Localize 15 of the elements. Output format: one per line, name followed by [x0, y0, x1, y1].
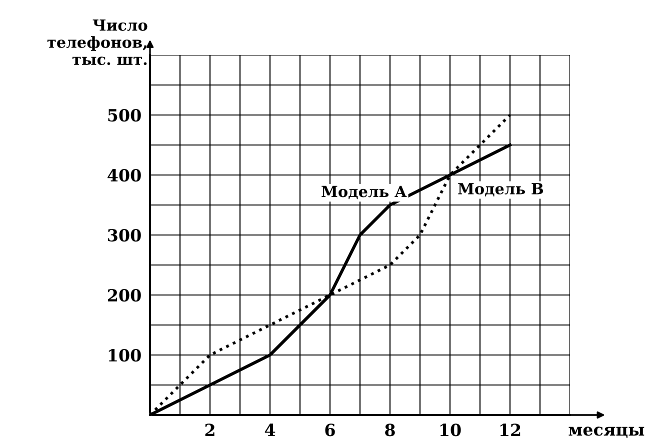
- y-tick-label: 500: [108, 108, 141, 122]
- y-tick-label: 200: [108, 288, 141, 302]
- x-tick-label: 8: [385, 424, 395, 436]
- series-label: Модель В: [458, 183, 544, 196]
- series-label: Модель А: [322, 186, 407, 200]
- x-tick-label: 4: [264, 424, 276, 436]
- x-tick-label: 12: [500, 424, 520, 436]
- y-axis-title: Число телефонов, тыс. шт.: [47, 19, 148, 66]
- x-tick-label: 6: [325, 424, 335, 436]
- x-tick-label: 2: [205, 424, 214, 436]
- y-tick-label: 300: [108, 228, 141, 242]
- y-tick-label: 400: [108, 168, 141, 182]
- y-tick-label: 100: [108, 348, 141, 362]
- x-tick-label: 10: [440, 424, 461, 436]
- x-axis-title: месяцы: [568, 426, 644, 438]
